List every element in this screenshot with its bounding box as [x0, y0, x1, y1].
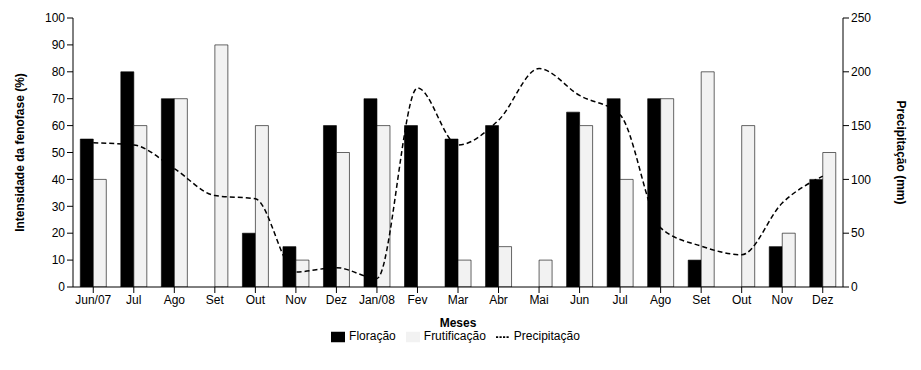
svg-text:Precipitação (mm): Precipitação (mm): [894, 100, 908, 204]
html-text:Floração: Floração: [349, 329, 396, 343]
svg-text:30: 30: [52, 200, 66, 214]
svg-text:Jul: Jul: [612, 293, 627, 307]
svg-text:Meses: Meses: [440, 316, 477, 330]
svg-text:Ago: Ago: [650, 293, 672, 307]
svg-text:Jan/08: Jan/08: [359, 293, 395, 307]
svg-text:Fev: Fev: [407, 293, 427, 307]
svg-text:200: 200: [851, 65, 871, 79]
svg-text:250: 250: [851, 11, 871, 25]
svg-text:Intensidade da fenofase (%): Intensidade da fenofase (%): [13, 73, 27, 232]
svg-text:Jul: Jul: [126, 293, 141, 307]
svg-text:50: 50: [851, 226, 865, 240]
svg-text:Ago: Ago: [164, 293, 186, 307]
svg-text:20: 20: [52, 226, 66, 240]
svg-text:80: 80: [52, 65, 66, 79]
svg-text:60: 60: [52, 119, 66, 133]
svg-text:Mai: Mai: [529, 293, 548, 307]
svg-text:Jun: Jun: [570, 293, 589, 307]
svg-text:Jun/07: Jun/07: [75, 293, 111, 307]
svg-text:Nov: Nov: [285, 293, 306, 307]
svg-text:Set: Set: [692, 293, 711, 307]
svg-text:Out: Out: [246, 293, 266, 307]
svg-text:0: 0: [58, 280, 65, 294]
html-text:Precipitação: Precipitação: [513, 329, 580, 343]
html-text:Frutificação: Frutificação: [423, 329, 486, 343]
svg-text:70: 70: [52, 92, 66, 106]
svg-text:90: 90: [52, 38, 66, 52]
svg-text:Dez: Dez: [326, 293, 347, 307]
svg-text:Dez: Dez: [812, 293, 833, 307]
svg-text:Abr: Abr: [489, 293, 508, 307]
svg-text:150: 150: [851, 119, 871, 133]
svg-text:50: 50: [52, 146, 66, 160]
svg-text:Nov: Nov: [772, 293, 793, 307]
svg-text:0: 0: [851, 280, 858, 294]
svg-text:40: 40: [52, 173, 66, 187]
svg-text:100: 100: [851, 173, 871, 187]
svg-text:100: 100: [45, 11, 65, 25]
svg-text:Mar: Mar: [448, 293, 469, 307]
svg-text:Set: Set: [206, 293, 225, 307]
svg-text:Out: Out: [732, 293, 752, 307]
svg-text:10: 10: [52, 253, 66, 267]
